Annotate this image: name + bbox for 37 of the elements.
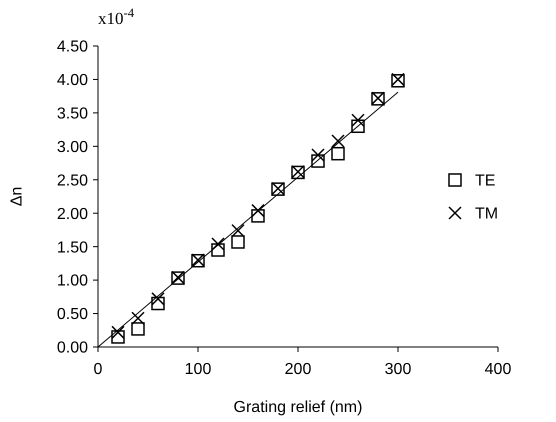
y-tick-label: 0.00 bbox=[56, 340, 88, 357]
point bbox=[311, 148, 325, 162]
y-tick-label: 2.00 bbox=[56, 206, 88, 223]
y-tick-label: 3.50 bbox=[56, 105, 88, 122]
point bbox=[111, 330, 125, 344]
legend-label: TM bbox=[475, 206, 498, 223]
point bbox=[331, 134, 345, 148]
point bbox=[351, 120, 365, 134]
legend-label: TE bbox=[475, 172, 496, 190]
point bbox=[131, 322, 145, 336]
y-tick-label: 1.00 bbox=[56, 272, 88, 290]
point bbox=[251, 204, 265, 218]
point bbox=[151, 292, 165, 306]
y-tick-label: 1.50 bbox=[56, 239, 88, 256]
y-tick-label: 4.50 bbox=[56, 38, 88, 56]
point bbox=[351, 113, 365, 127]
point bbox=[131, 311, 145, 325]
x-axis-title: Grating relief (nm) bbox=[234, 399, 362, 416]
x-tick-label: 100 bbox=[184, 361, 212, 378]
point bbox=[151, 296, 165, 310]
point bbox=[211, 243, 225, 257]
y-tick-label: 2.50 bbox=[56, 172, 88, 190]
point bbox=[111, 326, 125, 340]
point bbox=[251, 209, 265, 223]
y-axis-title: Δn bbox=[8, 186, 26, 206]
point bbox=[231, 235, 245, 249]
point bbox=[231, 224, 245, 238]
y-tick-label: 3.00 bbox=[56, 138, 88, 156]
point bbox=[331, 146, 345, 160]
x-tick-label: 300 bbox=[384, 361, 412, 378]
x-tick-label: 0 bbox=[94, 361, 103, 378]
y-tick-label: 0.50 bbox=[56, 306, 88, 324]
text: x10$^{-4}$ bbox=[98, 6, 135, 28]
point bbox=[311, 154, 325, 168]
x-tick-label: 200 bbox=[284, 361, 312, 378]
x-tick-label: 400 bbox=[484, 361, 512, 378]
y-tick-label: 4.00 bbox=[56, 72, 88, 90]
